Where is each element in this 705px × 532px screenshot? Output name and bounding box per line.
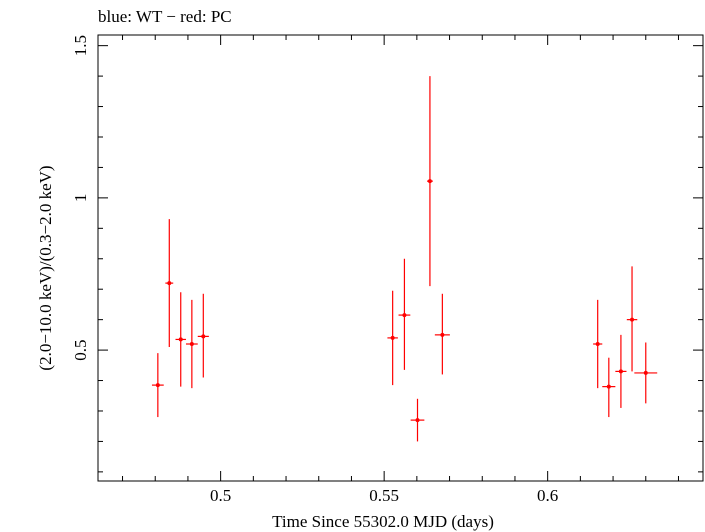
point-marker xyxy=(189,342,194,347)
x-tick-label: 0.5 xyxy=(210,486,231,505)
data-point xyxy=(434,293,450,375)
point-marker xyxy=(155,383,160,388)
x-axis-label: Time Since 55302.0 MJD (days) xyxy=(272,512,494,531)
data-point xyxy=(593,299,603,389)
y-tick-label: 1 xyxy=(71,194,90,203)
data-point xyxy=(387,290,398,386)
data-point xyxy=(634,342,658,404)
point-marker xyxy=(201,334,206,339)
x-tick-label: 0.55 xyxy=(369,486,399,505)
y-axis-label: (2.0−10.0 keV)/(0.3−2.0 keV) xyxy=(36,165,55,370)
point-marker xyxy=(643,370,648,375)
y-tick-label: 1.5 xyxy=(71,35,90,56)
data-point xyxy=(602,357,616,418)
data-point xyxy=(197,293,209,378)
point-marker xyxy=(415,418,420,423)
y-tick-label: 0.5 xyxy=(71,339,90,360)
data-points xyxy=(151,76,658,442)
plot-frame xyxy=(97,34,704,482)
point-marker xyxy=(427,179,432,184)
point-marker xyxy=(178,337,183,342)
data-point xyxy=(175,292,186,387)
axis-ticks: 0.5 0.55 0.6 0.5 1 1.5 xyxy=(71,35,703,505)
point-marker xyxy=(595,342,600,347)
point-marker xyxy=(167,281,172,286)
point-marker xyxy=(402,313,407,318)
data-point xyxy=(626,266,638,372)
data-point xyxy=(615,334,627,408)
point-marker xyxy=(390,335,395,340)
data-point xyxy=(185,299,198,389)
x-tick-label: 0.6 xyxy=(537,486,558,505)
data-point xyxy=(165,219,174,348)
data-point xyxy=(398,258,411,370)
data-point xyxy=(151,353,164,418)
chart-title: blue: WT − red: PC xyxy=(98,7,232,26)
point-marker xyxy=(618,369,623,374)
data-point xyxy=(410,398,425,442)
point-marker xyxy=(606,384,611,389)
point-marker xyxy=(440,332,445,337)
data-point xyxy=(426,76,433,287)
point-marker xyxy=(630,317,635,322)
